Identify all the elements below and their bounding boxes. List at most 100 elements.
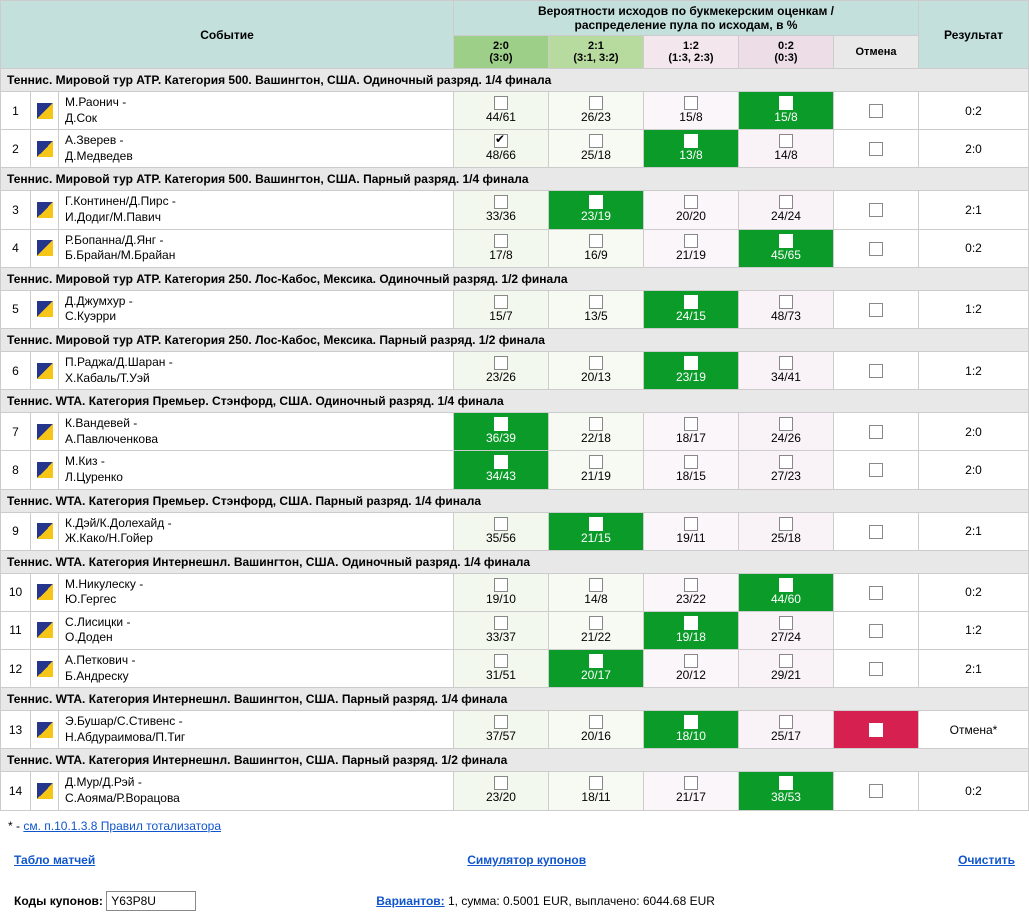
outcome-cell[interactable]: 14/8 — [738, 130, 833, 168]
link-clear[interactable]: Очистить — [958, 853, 1015, 867]
outcome-checkbox[interactable] — [494, 715, 508, 729]
outcome-checkbox[interactable] — [589, 234, 603, 248]
outcome-checkbox[interactable] — [589, 776, 603, 790]
outcome-cell[interactable]: 25/17 — [738, 711, 833, 749]
outcome-cell[interactable]: 25/18 — [548, 130, 643, 168]
outcome-checkbox[interactable] — [589, 356, 603, 370]
outcome-checkbox[interactable] — [589, 616, 603, 630]
outcome-cell[interactable]: 21/17 — [643, 772, 738, 810]
outcome-cell[interactable]: 23/22 — [643, 573, 738, 611]
cancel-cell[interactable] — [833, 413, 918, 451]
outcome-checkbox[interactable] — [684, 616, 698, 630]
outcome-cell[interactable]: 35/56 — [453, 512, 548, 550]
outcome-cell[interactable]: 16/9 — [548, 229, 643, 267]
outcome-cell[interactable]: 15/7 — [453, 290, 548, 328]
outcome-cell[interactable]: 26/23 — [548, 92, 643, 130]
outcome-checkbox[interactable] — [684, 96, 698, 110]
outcome-cell[interactable]: 22/18 — [548, 413, 643, 451]
outcome-cell[interactable]: 45/65 — [738, 229, 833, 267]
outcome-checkbox[interactable] — [779, 96, 793, 110]
outcome-checkbox[interactable] — [494, 234, 508, 248]
outcome-cell[interactable]: 19/11 — [643, 512, 738, 550]
cancel-checkbox[interactable] — [869, 463, 883, 477]
outcome-checkbox[interactable] — [684, 715, 698, 729]
outcome-checkbox[interactable] — [589, 96, 603, 110]
link-tablo[interactable]: Табло матчей — [14, 853, 95, 867]
outcome-checkbox[interactable] — [494, 134, 508, 148]
outcome-cell[interactable]: 33/37 — [453, 611, 548, 649]
outcome-cell[interactable]: 48/66 — [453, 130, 548, 168]
outcome-checkbox[interactable] — [494, 295, 508, 309]
outcome-checkbox[interactable] — [684, 234, 698, 248]
outcome-cell[interactable]: 19/18 — [643, 611, 738, 649]
cancel-checkbox[interactable] — [869, 242, 883, 256]
outcome-cell[interactable]: 48/73 — [738, 290, 833, 328]
outcome-cell[interactable]: 13/8 — [643, 130, 738, 168]
outcome-checkbox[interactable] — [494, 517, 508, 531]
outcome-checkbox[interactable] — [589, 578, 603, 592]
outcome-cell[interactable]: 18/10 — [643, 711, 738, 749]
outcome-checkbox[interactable] — [779, 417, 793, 431]
outcome-cell[interactable]: 29/21 — [738, 650, 833, 688]
outcome-checkbox[interactable] — [779, 578, 793, 592]
outcome-checkbox[interactable] — [589, 715, 603, 729]
outcome-checkbox[interactable] — [779, 455, 793, 469]
cancel-checkbox[interactable] — [869, 586, 883, 600]
outcome-checkbox[interactable] — [494, 455, 508, 469]
outcome-checkbox[interactable] — [779, 134, 793, 148]
cancel-checkbox[interactable] — [869, 425, 883, 439]
outcome-cell[interactable]: 20/12 — [643, 650, 738, 688]
outcome-cell[interactable]: 23/20 — [453, 772, 548, 810]
outcome-cell[interactable]: 20/13 — [548, 351, 643, 389]
cancel-cell[interactable] — [833, 512, 918, 550]
outcome-cell[interactable]: 24/26 — [738, 413, 833, 451]
outcome-checkbox[interactable] — [494, 417, 508, 431]
cancel-checkbox[interactable] — [869, 525, 883, 539]
outcome-checkbox[interactable] — [589, 195, 603, 209]
outcome-checkbox[interactable] — [779, 295, 793, 309]
variants-link[interactable]: Вариантов: — [376, 894, 444, 908]
rules-link[interactable]: см. п.10.1.3.8 Правил тотализатора — [23, 819, 221, 833]
outcome-cell[interactable]: 15/8 — [738, 92, 833, 130]
outcome-cell[interactable]: 20/20 — [643, 191, 738, 229]
outcome-checkbox[interactable] — [589, 134, 603, 148]
outcome-checkbox[interactable] — [589, 295, 603, 309]
outcome-cell[interactable]: 44/61 — [453, 92, 548, 130]
outcome-cell[interactable]: 19/10 — [453, 573, 548, 611]
outcome-checkbox[interactable] — [684, 295, 698, 309]
outcome-checkbox[interactable] — [494, 578, 508, 592]
outcome-cell[interactable]: 18/15 — [643, 451, 738, 489]
outcome-cell[interactable]: 33/36 — [453, 191, 548, 229]
outcome-checkbox[interactable] — [589, 455, 603, 469]
outcome-cell[interactable]: 34/43 — [453, 451, 548, 489]
outcome-checkbox[interactable] — [779, 715, 793, 729]
outcome-checkbox[interactable] — [779, 517, 793, 531]
outcome-cell[interactable]: 38/53 — [738, 772, 833, 810]
outcome-cell[interactable]: 31/51 — [453, 650, 548, 688]
cancel-checkbox[interactable] — [869, 624, 883, 638]
outcome-cell[interactable]: 15/8 — [643, 92, 738, 130]
cancel-checkbox[interactable] — [869, 723, 883, 737]
outcome-checkbox[interactable] — [494, 654, 508, 668]
cancel-checkbox[interactable] — [869, 784, 883, 798]
outcome-cell[interactable]: 20/17 — [548, 650, 643, 688]
cancel-cell[interactable] — [833, 191, 918, 229]
outcome-cell[interactable]: 21/22 — [548, 611, 643, 649]
outcome-cell[interactable]: 21/19 — [643, 229, 738, 267]
outcome-checkbox[interactable] — [779, 356, 793, 370]
outcome-checkbox[interactable] — [589, 654, 603, 668]
outcome-checkbox[interactable] — [494, 616, 508, 630]
outcome-cell[interactable]: 20/16 — [548, 711, 643, 749]
cancel-cell[interactable] — [833, 92, 918, 130]
outcome-checkbox[interactable] — [684, 776, 698, 790]
cancel-cell[interactable] — [833, 290, 918, 328]
outcome-cell[interactable]: 18/17 — [643, 413, 738, 451]
outcome-checkbox[interactable] — [494, 356, 508, 370]
outcome-checkbox[interactable] — [589, 517, 603, 531]
outcome-checkbox[interactable] — [494, 776, 508, 790]
code-input[interactable] — [106, 891, 196, 911]
outcome-checkbox[interactable] — [779, 234, 793, 248]
outcome-checkbox[interactable] — [684, 654, 698, 668]
outcome-cell[interactable]: 24/24 — [738, 191, 833, 229]
outcome-cell[interactable]: 27/23 — [738, 451, 833, 489]
